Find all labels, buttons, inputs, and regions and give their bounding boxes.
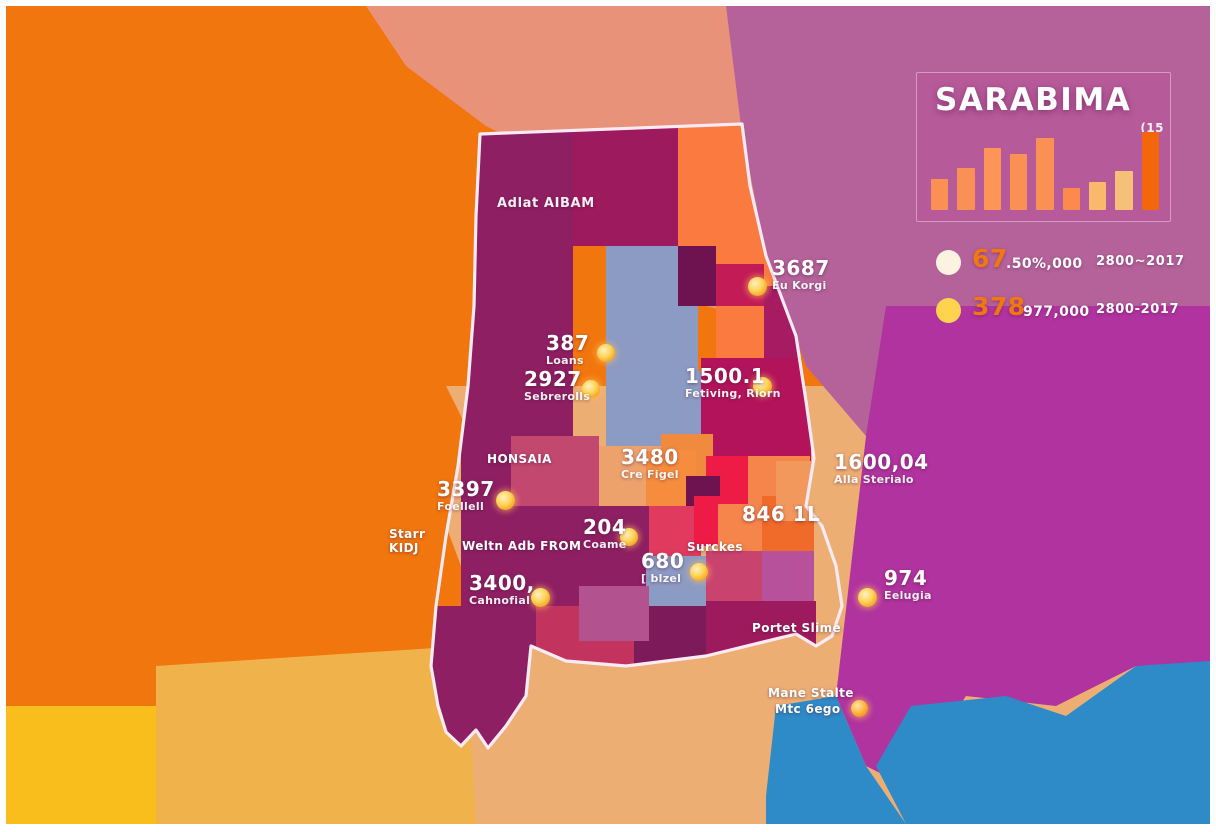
stats-panel: SARABIMA (15 bbox=[916, 72, 1171, 222]
legend-years: 2800~2017 bbox=[1096, 254, 1185, 269]
state-counties-layer bbox=[429, 122, 844, 750]
chart-bar bbox=[983, 147, 1001, 210]
map-canvas: Adlat AIBAM 387 Loans 2927 Sebrerolls 3687 Eu … bbox=[6, 6, 1210, 824]
zone-orange-midwest bbox=[6, 6, 476, 766]
zone-east-magenta bbox=[836, 306, 1210, 786]
legend-row: 67.50%,000 2800~2017 bbox=[936, 244, 1201, 292]
panel-title: SARABIMA bbox=[935, 82, 1132, 118]
map-marker-dot-icon[interactable] bbox=[496, 491, 515, 510]
map-marker-dot-icon[interactable] bbox=[753, 377, 772, 396]
chart-bar bbox=[1009, 153, 1028, 210]
bar-chart bbox=[931, 132, 1159, 210]
chart-bar bbox=[1062, 188, 1080, 210]
zone-south-amber bbox=[156, 646, 476, 824]
legend-row: 378 977,000 2800-2017 bbox=[936, 292, 1201, 340]
legend-dot-icon bbox=[936, 298, 961, 323]
map-marker-dot-icon[interactable] bbox=[582, 380, 600, 398]
county bbox=[706, 601, 816, 679]
county bbox=[579, 586, 649, 641]
county bbox=[678, 246, 716, 306]
legend-years: 2800-2017 bbox=[1096, 302, 1180, 317]
legend-dot-icon bbox=[936, 250, 961, 275]
county bbox=[718, 504, 762, 560]
map-marker-dot-icon[interactable] bbox=[620, 528, 638, 546]
map-marker-dot-icon[interactable] bbox=[690, 563, 708, 581]
state-outline bbox=[429, 122, 844, 750]
legend: 67.50%,000 2800~2017 378 977,000 2800-2017 bbox=[936, 244, 1201, 340]
chart-bar bbox=[957, 167, 975, 210]
zone-gulf-blue bbox=[876, 661, 1210, 824]
legend-value-suffix: 977,000 bbox=[1023, 304, 1090, 320]
county bbox=[573, 124, 678, 246]
map-marker-dot-icon[interactable] bbox=[858, 588, 877, 607]
county bbox=[716, 306, 766, 358]
chart-bar bbox=[1141, 132, 1159, 210]
zone-gulf-blue-2 bbox=[766, 696, 906, 824]
map-marker-dot-icon[interactable] bbox=[597, 344, 615, 362]
map-marker-dot-icon[interactable] bbox=[851, 700, 868, 717]
map-marker-dot-icon[interactable] bbox=[531, 588, 550, 607]
county-polygons bbox=[431, 124, 820, 748]
chart-bar bbox=[1036, 138, 1054, 210]
chart-bar bbox=[1115, 171, 1133, 210]
county bbox=[706, 551, 766, 609]
legend-value: 378 bbox=[972, 292, 1026, 321]
map-marker-dot-icon[interactable] bbox=[748, 277, 767, 296]
legend-value: 67 bbox=[972, 244, 1008, 273]
chart-bar bbox=[931, 178, 949, 210]
legend-value-suffix: .50%,000 bbox=[1006, 256, 1083, 272]
county bbox=[579, 506, 649, 592]
chart-bar bbox=[1088, 181, 1107, 210]
chart-note: (15 bbox=[1140, 121, 1164, 135]
county bbox=[461, 276, 573, 446]
